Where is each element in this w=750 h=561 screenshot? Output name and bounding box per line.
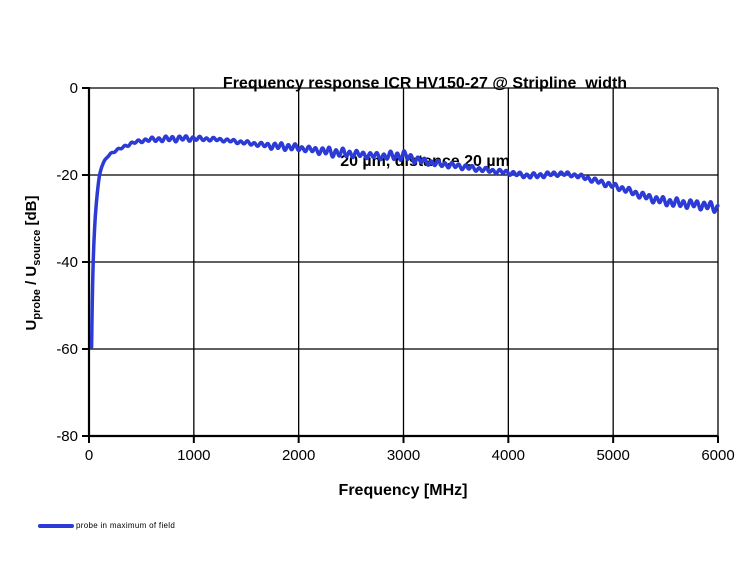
x-tick-label: 4000 <box>492 447 525 464</box>
x-tick-label: 0 <box>85 447 93 464</box>
y-tick-label: -80 <box>56 428 78 445</box>
y-tick-label: -60 <box>56 341 78 358</box>
y-tick-label: -20 <box>56 167 78 184</box>
x-tick-label: 6000 <box>701 447 734 464</box>
x-axis-title: Frequency [MHz] <box>338 482 468 499</box>
legend: probe in maximum of field <box>38 519 175 533</box>
y-tick-label: -40 <box>56 254 78 271</box>
x-tick-label: 1000 <box>177 447 210 464</box>
legend-label: probe in maximum of field <box>76 521 176 530</box>
y-tick-label: 0 <box>70 80 78 97</box>
legend-line-swatch <box>38 524 74 528</box>
series-line-probe <box>89 134 720 349</box>
x-tick-label: 5000 <box>596 447 629 464</box>
x-tick-label: 2000 <box>282 447 315 464</box>
x-tick-label: 3000 <box>387 447 420 464</box>
